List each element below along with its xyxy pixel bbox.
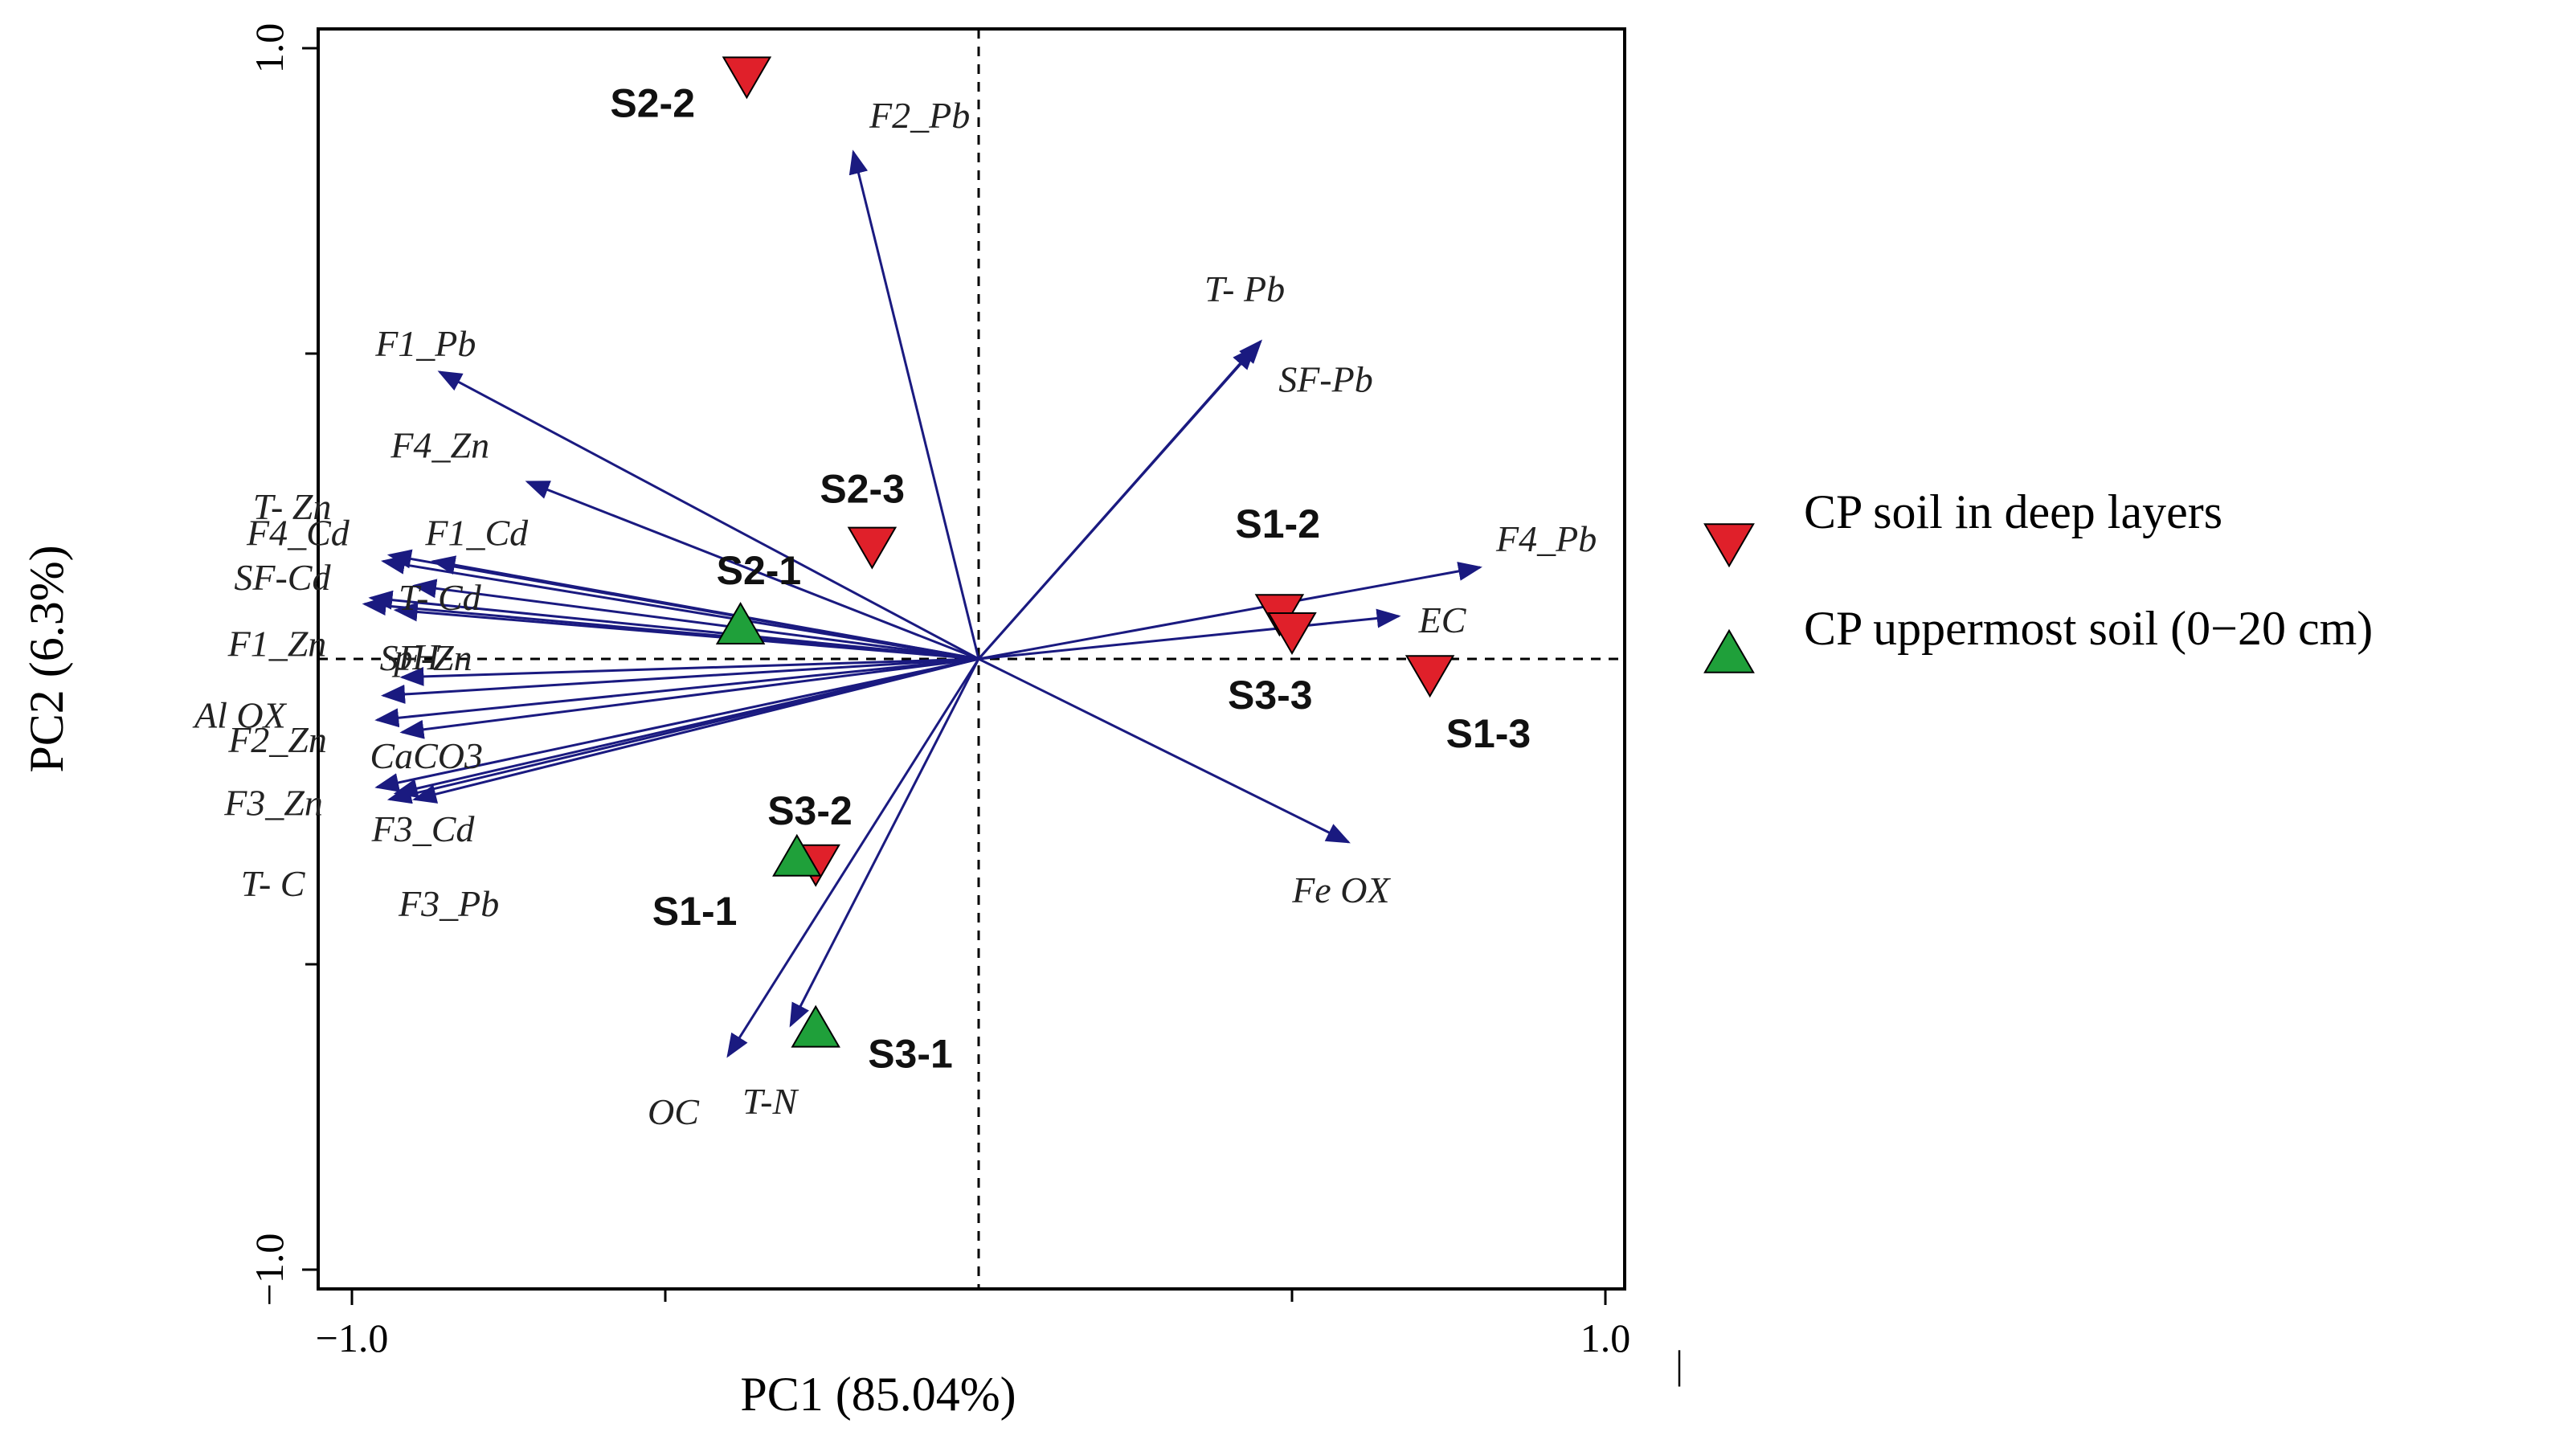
- sample-label-s3-1: S3-1: [868, 1032, 953, 1077]
- loading-arrow-f1-pb: [437, 370, 979, 661]
- loading-arrow-f3-zn: [374, 657, 979, 792]
- loading-label-f3-pb: F3_Pb: [398, 883, 499, 924]
- loading-label-ph: pH: [391, 636, 441, 677]
- loading-arrow-ec: [978, 608, 1401, 661]
- loading-label-f4-cd: F4_Cd: [246, 512, 350, 553]
- sample-label-s2-2: S2-2: [610, 80, 695, 125]
- loading-label-oc: OC: [648, 1091, 700, 1132]
- legend-marker-deep: [1703, 523, 1755, 568]
- x-axis-label: PC1 (85.04%): [740, 1368, 1016, 1421]
- legend-label-upper: CP uppermost soil (0−20 cm): [1804, 602, 2373, 655]
- y-axis-label: PC2 (6.3%): [20, 545, 73, 772]
- sample-label-s3-2: S3-2: [767, 788, 853, 833]
- loading-arrow-f2-zn: [374, 657, 979, 728]
- x-tick-label: 1.0: [1580, 1315, 1631, 1360]
- loading-arrow-sf-zn: [393, 602, 979, 661]
- loading-label-f1-pb: F1_Pb: [374, 323, 476, 364]
- loading-label-sf-zn: SF-Zn: [380, 637, 472, 678]
- legend-marker-upper: [1703, 628, 1755, 673]
- loading-label-t-zn: T- Zn: [253, 486, 332, 527]
- sample-marker-s3-1: [791, 1004, 840, 1048]
- sample-label-s1-3: S1-3: [1446, 711, 1531, 756]
- sample-label-s1-2: S1-2: [1235, 501, 1320, 546]
- sample-label-s1-1: S1-1: [652, 889, 738, 934]
- loading-label-f2-zn: F2_Zn: [227, 719, 327, 760]
- loading-arrow-f2-pb: [848, 149, 980, 660]
- sample-label-s3-3: S3-3: [1228, 673, 1313, 718]
- loading-label-t-pb: T- Pb: [1204, 268, 1285, 309]
- loading-arrow-f4-zn: [525, 481, 979, 661]
- sample-label-s2-3: S2-3: [820, 467, 905, 512]
- loading-arrow-sf-pb: [977, 346, 1257, 660]
- loading-label-f1-zn: F1_Zn: [227, 624, 327, 665]
- loading-label-caco3: CaCO3: [370, 735, 483, 776]
- sample-marker-s1-1: [772, 833, 822, 877]
- loading-arrow-ph: [399, 657, 979, 686]
- loading-arrow-t-cd: [412, 579, 979, 661]
- loading-label-fe-ox: Fe OX: [1291, 869, 1391, 910]
- y-tick-label: −1.0: [247, 1233, 292, 1307]
- loading-label-f1-cd: F1_Cd: [424, 512, 529, 553]
- loading-label-f3-zn: F3_Zn: [223, 783, 323, 824]
- stray-bar-mark: |: [1675, 1342, 1683, 1387]
- y-tick-label: 1.0: [247, 23, 292, 74]
- loading-label-f4-pb: F4_Pb: [1495, 518, 1597, 559]
- loading-label-f2-pb: F2_Pb: [869, 95, 970, 136]
- sample-marker-s2-1: [715, 602, 766, 644]
- x-tick-label: −1.0: [316, 1315, 389, 1360]
- sample-label-s2-1: S2-1: [717, 548, 802, 593]
- legend-label-deep: CP soil in deep layers: [1804, 485, 2222, 538]
- loading-label-t-n: T-N: [742, 1081, 799, 1122]
- loading-label-sf-cd: SF-Cd: [234, 557, 331, 598]
- loading-arrow-f1-cd: [431, 555, 979, 661]
- loading-arrow-t-n: [789, 658, 980, 1028]
- sample-marker-s3-3: [1267, 612, 1317, 655]
- loading-label-t-cd: T- Cd: [399, 577, 482, 618]
- loading-arrow-f3-pb: [412, 657, 979, 804]
- loading-label-sf-pb: SF-Pb: [1278, 358, 1373, 399]
- loading-arrow-f4-pb: [978, 562, 1482, 661]
- sample-marker-s1-3: [1405, 655, 1455, 698]
- loading-label-ec: EC: [1418, 599, 1467, 640]
- loading-arrow-oc: [726, 658, 980, 1058]
- loading-label-f3-cd: F3_Cd: [371, 808, 476, 849]
- loading-arrow-caco3: [399, 657, 979, 739]
- sample-marker-s2-3: [847, 526, 898, 570]
- loading-label-f4-zn: F4_Zn: [390, 425, 489, 466]
- loading-label-al-ox: Al OX: [192, 695, 288, 736]
- loading-arrow-al-ox: [381, 657, 979, 704]
- loading-arrow-f4-cd: [381, 554, 979, 661]
- loading-label-t-c: T- C: [241, 863, 306, 904]
- sample-marker-s2-2: [722, 56, 772, 100]
- loading-arrow-fe-ox: [978, 657, 1351, 844]
